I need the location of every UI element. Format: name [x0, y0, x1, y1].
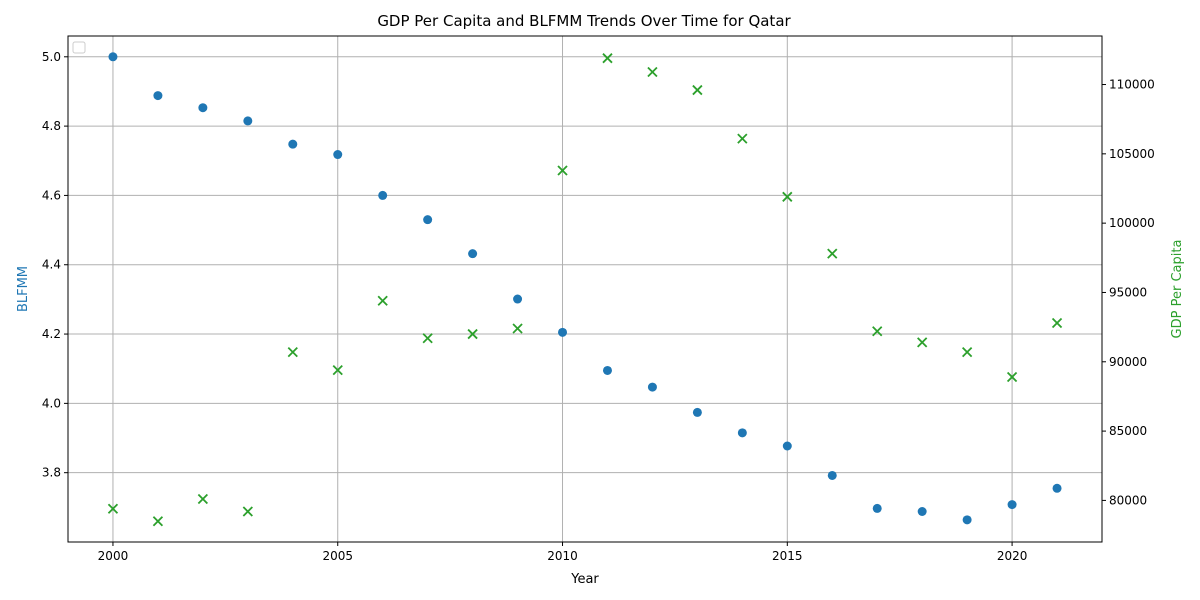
gdp-point: [377, 295, 388, 306]
y-right-tick-label: 80000: [1109, 493, 1147, 507]
gdp-point: [467, 328, 478, 340]
blfmm-point: [378, 190, 388, 200]
blfmm-point: [782, 441, 792, 451]
x-axis: 2000 2005 2010 2015 2020: [98, 542, 1028, 563]
y-left-tick-label: 3.8: [42, 466, 61, 480]
gdp-point: [1006, 371, 1018, 383]
legend-box: [72, 41, 86, 54]
gdp-point: [422, 333, 433, 344]
gdp-point: [737, 133, 748, 144]
data-marks: [107, 52, 1063, 527]
y-left-tick-label: 4.4: [42, 258, 61, 272]
gdp-point: [961, 346, 973, 358]
x-tick-label: 2000: [98, 549, 129, 563]
blfmm-point: [827, 470, 837, 480]
gdp-point: [692, 84, 703, 96]
gdp-point: [872, 326, 883, 337]
x-tick-label: 2010: [547, 549, 578, 563]
blfmm-point: [558, 327, 568, 337]
blfmm-point: [243, 116, 253, 126]
gdp-point: [242, 506, 253, 517]
blfmm-point: [1052, 483, 1062, 493]
blfmm-point: [468, 249, 478, 259]
x-axis-title: Year: [570, 572, 599, 587]
y-axis-right: 80000 85000 90000 95000 100000 105000 110000: [1102, 78, 1155, 507]
y-right-tick-label: 95000: [1109, 285, 1147, 299]
blfmm-point: [198, 103, 208, 113]
y-right-tick-label: 85000: [1109, 424, 1147, 438]
x-tick-label: 2020: [997, 549, 1028, 563]
blfmm-point: [288, 139, 298, 149]
blfmm-point: [647, 382, 657, 392]
gdp-point: [782, 191, 793, 202]
gdp-point: [647, 66, 658, 78]
blfmm-point: [1007, 500, 1017, 510]
gdp-point: [332, 364, 343, 376]
y-left-tick-label: 5.0: [42, 50, 61, 64]
y-right-tick-label: 110000: [1109, 78, 1155, 92]
plot-frame: [67, 35, 1103, 543]
blfmm-point: [602, 365, 612, 375]
y-right-tick-label: 105000: [1109, 147, 1155, 161]
y-axis-right-title: GDP Per Capita: [1170, 240, 1185, 339]
y-left-tick-label: 4.2: [42, 327, 61, 341]
y-left-tick-label: 4.6: [42, 188, 61, 202]
y-axis-left-title: BLFMM: [16, 266, 31, 312]
blfmm-point: [692, 407, 702, 417]
gdp-point: [827, 248, 838, 259]
blfmm-point: [917, 507, 927, 517]
gdp-point: [1051, 317, 1063, 329]
blfmm-point: [153, 91, 163, 101]
gdp-point: [557, 165, 568, 176]
blfmm-point: [108, 52, 118, 62]
gdp-point: [512, 323, 523, 334]
gdp-point: [152, 516, 164, 527]
blfmm-point: [737, 428, 747, 438]
y-left-tick-label: 4.8: [42, 119, 61, 133]
blfmm-point: [962, 515, 972, 525]
grid-lines: [68, 36, 1102, 542]
x-tick-label: 2015: [772, 549, 803, 563]
blfmm-point: [333, 150, 343, 160]
gdp-point: [602, 53, 613, 64]
gdp-point: [107, 503, 119, 514]
gdp-point: [197, 493, 209, 505]
y-axis-left: 3.8 4.0 4.2 4.4 4.6 4.8 5.0: [42, 50, 68, 480]
x-tick-label: 2005: [322, 549, 353, 563]
y-left-tick-label: 4.0: [42, 396, 61, 410]
blfmm-point: [872, 503, 882, 513]
gdp-point: [287, 346, 298, 358]
blfmm-point: [423, 215, 433, 225]
y-right-tick-label: 100000: [1109, 216, 1155, 230]
blfmm-point: [513, 294, 523, 304]
y-right-tick-label: 90000: [1109, 355, 1147, 369]
gdp-point: [917, 337, 928, 348]
chart-title: GDP Per Capita and BLFMM Trends Over Tim…: [377, 12, 791, 30]
